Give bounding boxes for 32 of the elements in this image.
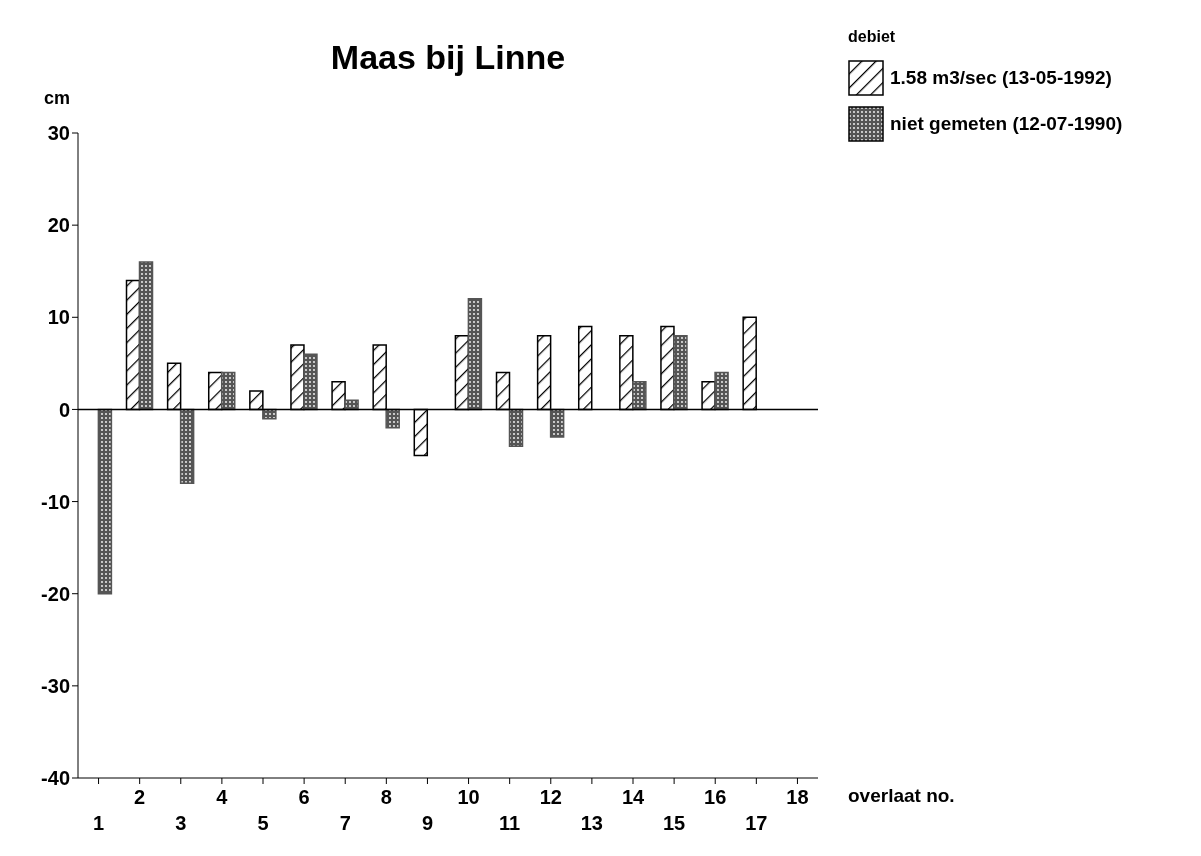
x-tick-label: 15: [662, 812, 686, 834]
x-tick-label: 17: [745, 812, 768, 834]
x-tick-label: 7: [339, 812, 351, 834]
y-tick-label: -30: [41, 674, 70, 697]
x-tick-label: 14: [621, 786, 645, 808]
x-tick-label: 8: [380, 786, 392, 808]
x-tick-label: 13: [580, 812, 604, 834]
y-tick-label: -40: [41, 767, 70, 790]
y-tick-label: 10: [47, 306, 70, 329]
x-tick-label: 16: [704, 786, 727, 808]
y-axis-title: cm: [44, 88, 71, 109]
y-tick-label: 0: [58, 398, 70, 421]
x-tick-label: 6: [298, 786, 310, 808]
x-tick-label: 10: [457, 786, 480, 808]
chart-title: Maas bij Linne: [329, 38, 567, 77]
x-axis-title: overlaat no.: [848, 785, 955, 806]
y-tick-label: 20: [47, 214, 70, 237]
legend-label: 1.58 m3/sec (13-05-1992): [890, 67, 1112, 89]
x-tick-label: 9: [421, 812, 434, 834]
x-tick-label: 4: [216, 786, 229, 808]
y-tick-label: 30: [47, 122, 70, 145]
x-tick-label: 2: [134, 786, 146, 808]
y-tick-label: -20: [41, 582, 70, 605]
x-tick-label: 11: [499, 812, 521, 834]
legend-label: niet gemeten (12-07-1990): [890, 113, 1123, 135]
x-tick-label: 3: [175, 812, 187, 834]
x-tick-label: 5: [257, 812, 269, 834]
legend-title: debiet: [848, 28, 897, 46]
x-tick-label: 12: [539, 786, 562, 808]
y-tick-label: -10: [41, 490, 70, 513]
x-tick-label: 1: [92, 812, 105, 834]
x-tick-label: 18: [786, 786, 809, 808]
